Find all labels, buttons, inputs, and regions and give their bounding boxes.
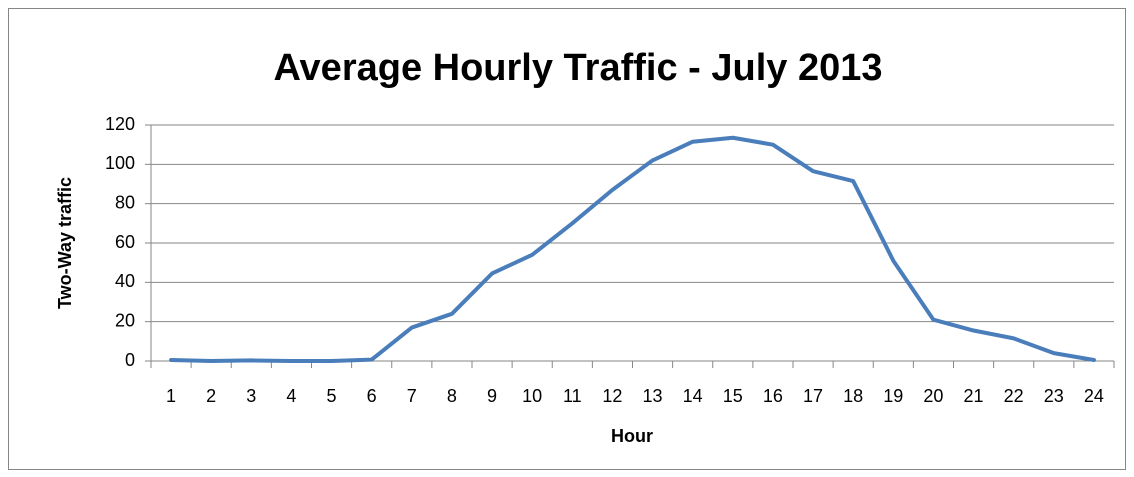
y-tick-label: 100 [105, 153, 135, 173]
x-tick-label: 7 [407, 386, 417, 406]
y-tick-label: 0 [125, 350, 135, 370]
x-tick-label: 22 [1004, 386, 1024, 406]
x-tick-label: 8 [447, 386, 457, 406]
x-tick-label: 5 [327, 386, 337, 406]
x-tick-label: 24 [1084, 386, 1104, 406]
y-tick-label: 60 [115, 232, 135, 252]
x-tick-label: 18 [843, 386, 863, 406]
x-tick-label: 23 [1044, 386, 1064, 406]
y-axis-label: Two-Way traffic [55, 177, 75, 309]
x-tick-label: 1 [166, 386, 176, 406]
x-tick-label: 16 [763, 386, 783, 406]
x-tick-label: 11 [563, 386, 582, 406]
x-tick-label: 9 [487, 386, 497, 406]
chart-border [8, 8, 1126, 470]
x-tick-label: 13 [643, 386, 663, 406]
x-tick-label: 3 [246, 386, 256, 406]
chart-title: Average Hourly Traffic - July 2013 [274, 47, 883, 89]
x-tick-label: 19 [883, 386, 903, 406]
x-tick-label: 6 [367, 386, 377, 406]
y-tick-label: 120 [105, 114, 135, 134]
x-tick-label: 12 [602, 386, 622, 406]
x-tick-label: 10 [522, 386, 542, 406]
x-tick-label: 17 [803, 386, 823, 406]
x-tick-label: 21 [964, 386, 984, 406]
x-tick-label: 20 [923, 386, 943, 406]
x-tick-label: 2 [206, 386, 216, 406]
x-tick-label: 4 [286, 386, 296, 406]
x-axis-label: Hour [611, 426, 653, 446]
x-tick-label: 14 [683, 386, 703, 406]
y-tick-label: 80 [115, 192, 135, 212]
data-line [169, 135, 1096, 363]
x-tick-label: 15 [723, 386, 743, 406]
y-tick-label: 40 [115, 271, 135, 291]
y-tick-label: 20 [115, 310, 135, 330]
